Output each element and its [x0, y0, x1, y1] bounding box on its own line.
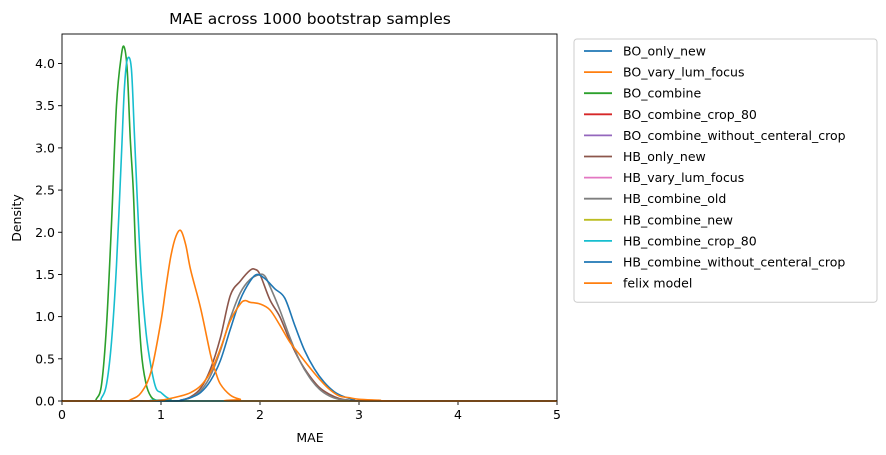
series-line-hb-only-new	[62, 268, 557, 402]
series-line-felix-model	[62, 229, 557, 402]
y-tick-label: 0.5	[35, 351, 55, 366]
legend-entry: HB_combine_new	[623, 212, 733, 227]
y-tick-label: 3.5	[35, 98, 55, 113]
x-tick-label: 4	[454, 407, 462, 422]
series-line-hb-combine-old	[62, 273, 557, 402]
chart-title: MAE across 1000 bootstrap samples	[169, 10, 451, 28]
legend-entry: BO_combine_crop_80	[623, 107, 757, 122]
y-tick-label: 1.5	[35, 267, 55, 282]
y-tick-label: 2.0	[35, 225, 55, 240]
legend-entry: felix model	[623, 276, 692, 291]
legend-entry: HB_combine_old	[623, 191, 726, 206]
plot-lines	[62, 45, 557, 402]
plot-frame	[61, 33, 558, 402]
y-tick-label: 2.5	[35, 183, 55, 198]
x-tick-label: 2	[256, 407, 264, 422]
series-line-bo-combine	[62, 45, 557, 402]
series-line-felix-model-wide-component-	[62, 299, 557, 402]
legend-entry: BO_only_new	[623, 44, 706, 59]
x-tick-label: 0	[58, 407, 66, 422]
legend-entry: HB_combine_crop_80	[623, 233, 757, 248]
legend-entry: HB_vary_lum_focus	[623, 170, 744, 185]
y-tick-label: 3.0	[35, 140, 55, 155]
y-tick-label: 4.0	[35, 56, 55, 71]
series-line-hb-combine-crop-80	[62, 56, 557, 402]
y-tick-label: 1.0	[35, 309, 55, 324]
x-axis-label: MAE	[296, 430, 323, 445]
legend: BO_only_new BO_vary_lum_focus BO_combine BO…	[573, 38, 878, 303]
x-tick-label: 1	[157, 407, 165, 422]
y-tick-label: 0.0	[35, 394, 55, 409]
legend-entry: BO_combine	[623, 86, 701, 101]
x-tick-label: 3	[355, 407, 363, 422]
legend-entry: HB_combine_without_centeral_crop	[623, 255, 845, 270]
x-tick-label: 5	[553, 407, 561, 422]
legend-entry: HB_only_new	[623, 149, 706, 164]
legend-box	[573, 38, 878, 303]
y-axis-ticks: 0.0 0.5 1.0 1.5 2.0 2.5 3.0 3.5 4.0	[35, 56, 62, 409]
series-line-hb-combine-without-centeral-crop	[62, 273, 557, 402]
legend-entry: BO_vary_lum_focus	[623, 65, 744, 80]
legend-entry: BO_combine_without_centeral_crop	[623, 128, 846, 143]
y-axis-label: Density	[9, 194, 24, 242]
x-axis-ticks: 0 1 2 3 4 5	[58, 401, 561, 422]
